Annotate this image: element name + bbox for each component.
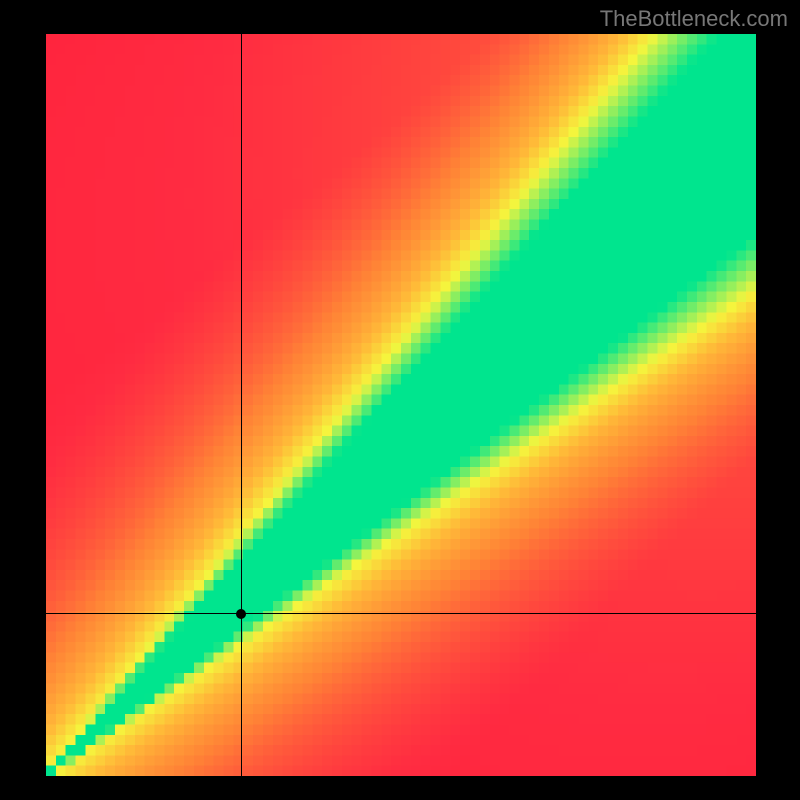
bottleneck-heatmap bbox=[46, 34, 756, 776]
heatmap-canvas bbox=[46, 34, 756, 776]
crosshair-vertical bbox=[241, 34, 242, 776]
source-attribution: TheBottleneck.com bbox=[600, 6, 788, 32]
chart-container: TheBottleneck.com bbox=[0, 0, 800, 800]
data-point-marker bbox=[236, 609, 246, 619]
crosshair-horizontal bbox=[46, 613, 756, 614]
